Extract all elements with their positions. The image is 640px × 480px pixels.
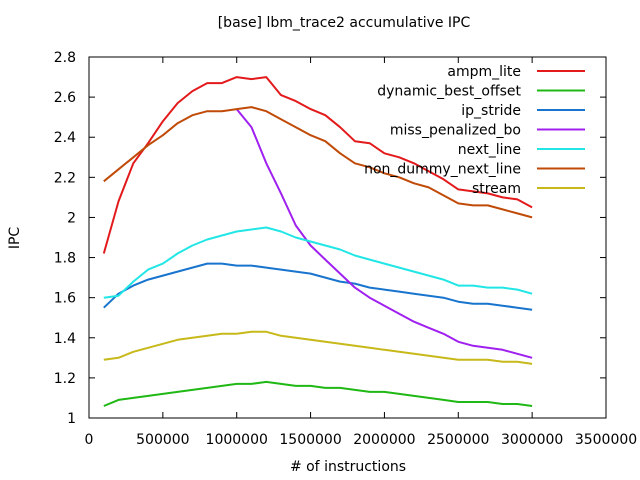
x-tick-label: 500000 bbox=[136, 432, 189, 448]
legend-label-non-dummy-next-line: non_dummy_next_line bbox=[364, 162, 521, 178]
y-tick-label: 2.8 bbox=[54, 50, 76, 66]
y-tick-label: 2 bbox=[67, 210, 76, 226]
y-tick-label: 2.4 bbox=[54, 130, 76, 146]
x-axis: 0 500000 1000000 1500000 2000000 2500000 30000… bbox=[85, 57, 637, 448]
y-tick-label: 2.6 bbox=[54, 90, 76, 106]
series-lines bbox=[102, 76, 533, 407]
x-tick-label: 3500000 bbox=[575, 432, 637, 448]
series-line-ampm-lite bbox=[102, 76, 533, 254]
series-line-dynamic-best-offset bbox=[103, 380, 533, 407]
series-line-miss-penalized-bo bbox=[235, 108, 533, 359]
y-tick-label: 1 bbox=[67, 411, 76, 427]
y-tick-label: 1.8 bbox=[54, 251, 76, 267]
series-line-non-dummy-next-line bbox=[103, 106, 533, 219]
x-tick-label: 1000000 bbox=[206, 432, 268, 448]
legend-label-stream: stream bbox=[472, 181, 521, 197]
chart-title: [base] lbm_trace2 accumulative IPC bbox=[218, 15, 471, 31]
y-axis-title: IPC bbox=[7, 227, 23, 250]
y-tick-label: 1.2 bbox=[54, 371, 76, 387]
legend-label-ip-stride: ip_stride bbox=[461, 103, 521, 119]
y-tick-label: 1.6 bbox=[54, 291, 76, 307]
y-tick-label: 2.2 bbox=[54, 170, 76, 186]
y-axis: 1 1.2 1.4 1.6 1.8 2 2.2 2.4 2.6 2.8 bbox=[54, 50, 606, 427]
x-tick-label: 0 bbox=[85, 432, 94, 448]
legend-label-miss-penalized-bo: miss_penalized_bo bbox=[390, 123, 521, 139]
x-tick-label: 3000000 bbox=[501, 432, 563, 448]
x-tick-label: 2500000 bbox=[427, 432, 489, 448]
legend: ampm_lite dynamic_best_offset ip_stridemis… bbox=[364, 64, 585, 197]
series-line-stream bbox=[103, 330, 533, 365]
legend-label-dynamic-best-offset: dynamic_best_offset bbox=[377, 84, 521, 100]
x-tick-label: 2000000 bbox=[353, 432, 415, 448]
x-axis-title: # of instructions bbox=[290, 459, 406, 475]
x-tick-label: 1500000 bbox=[279, 432, 341, 448]
plot-border bbox=[88, 56, 607, 419]
legend-label-next-line: next_line bbox=[458, 142, 521, 158]
y-tick-label: 1.4 bbox=[54, 331, 76, 347]
plot-area bbox=[88, 56, 607, 419]
series-line-ip-stride bbox=[103, 262, 533, 311]
legend-label-ampm-lite: ampm_lite bbox=[447, 64, 521, 80]
series-line-next-line bbox=[103, 226, 533, 299]
